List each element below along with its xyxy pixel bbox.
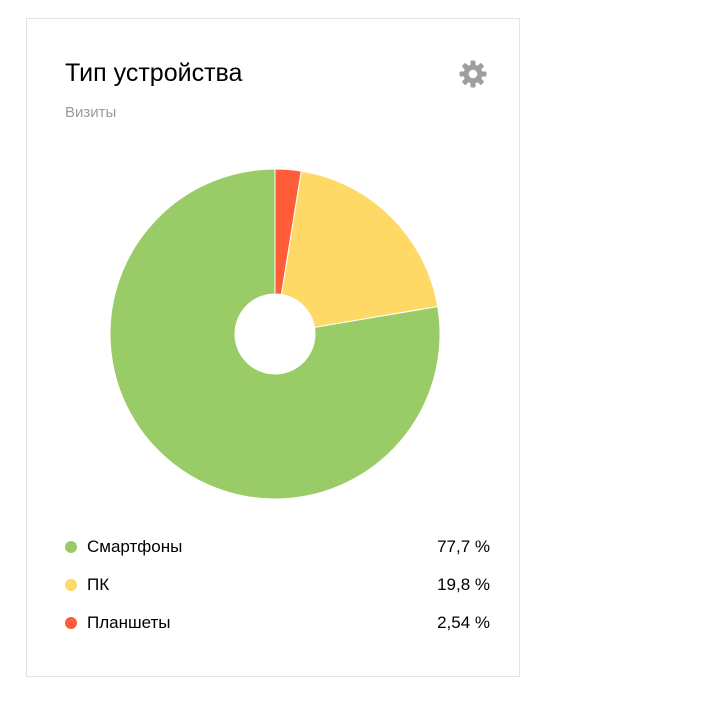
pie-slice-1[interactable] [109,168,441,500]
legend-item[interactable]: Планшеты 2,54 % [65,610,490,648]
legend-item[interactable]: ПК 19,8 % [65,572,490,610]
legend-item[interactable]: Смартфоны 77,7 % [65,534,490,572]
legend-value: 2,54 % [437,613,490,632]
widget-title: Тип устройства [65,59,243,87]
legend-color-dot [65,579,77,591]
gear-icon[interactable] [458,59,488,89]
legend-label: Планшеты [87,613,171,632]
legend-label: ПК [87,575,110,594]
legend-value: 77,7 % [437,537,490,556]
legend-label: Смартфоны [87,537,183,556]
legend-value: 19,8 % [437,575,490,594]
widget-subtitle: Визиты [65,104,117,121]
chart-legend: Смартфоны 77,7 % ПК 19,8 % Планшеты 2,54 % [65,534,490,648]
pie-slice-2[interactable] [280,170,439,328]
legend-color-dot [65,541,77,553]
pie-chart [109,168,441,500]
device-type-widget: Тип устройства Визиты Смартфоны 77,7 % ПК 1… [26,18,520,677]
pie-slice-3[interactable] [274,168,302,296]
legend-color-dot [65,617,77,629]
